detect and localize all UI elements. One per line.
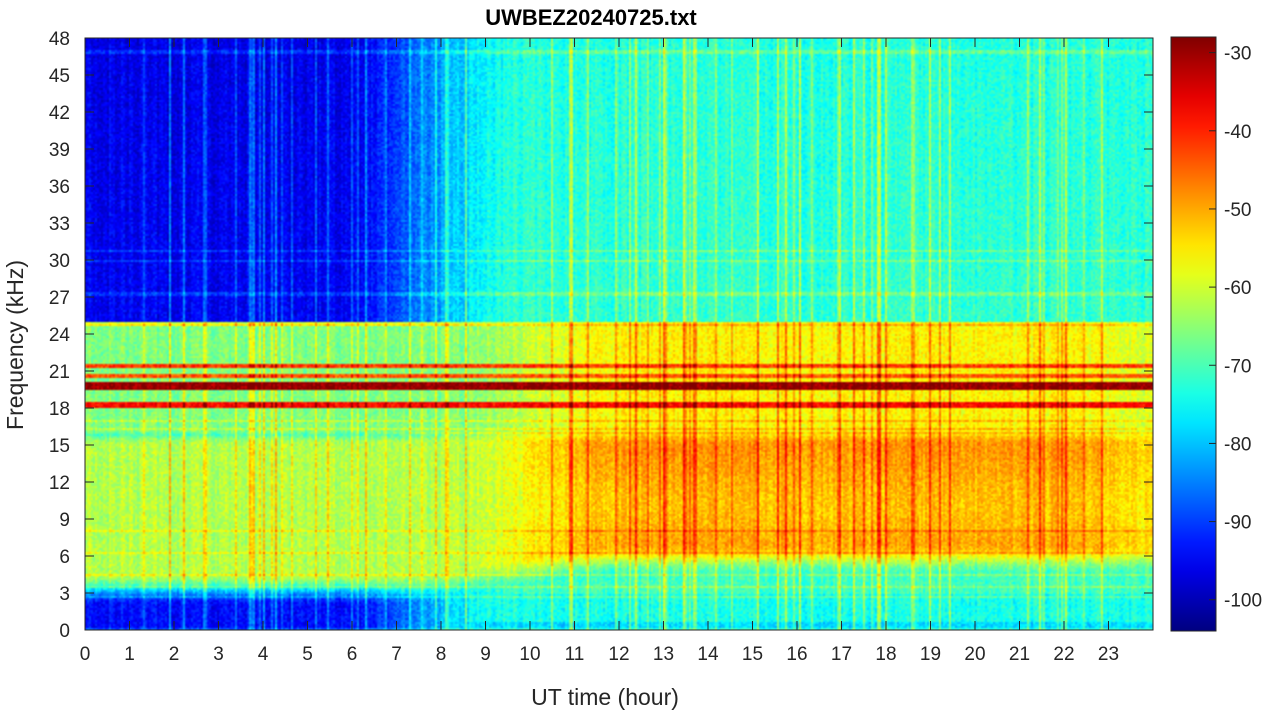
colorbar: -30 -40 -50 -60 -70 -80 -90 -100 [1170, 36, 1262, 632]
x-tick-label: 7 [391, 644, 402, 665]
colorbar-tick-label: -60 [1224, 278, 1251, 299]
y-tick-label: 24 [49, 325, 71, 346]
x-tick-label: 14 [697, 644, 719, 665]
x-tick-label: 17 [831, 644, 852, 665]
x-tick-label: 6 [347, 644, 358, 665]
x-tick-label: 11 [565, 644, 585, 665]
x-tick-label: 1 [124, 644, 135, 665]
colorbar-tick-label: -70 [1224, 356, 1251, 377]
x-tick-label: 22 [1053, 644, 1074, 665]
x-axis-label: UT time (hour) [531, 684, 679, 710]
x-tick-label: 0 [80, 644, 91, 665]
colorbar-tick-label: -100 [1224, 591, 1262, 612]
y-axis-label: Frequency (kHz) [2, 260, 28, 430]
x-tick-label: 23 [1098, 644, 1119, 665]
x-tick-label: 13 [653, 644, 674, 665]
x-tick-label: 5 [302, 644, 313, 665]
y-tick-label: 42 [49, 103, 70, 124]
y-tick-label: 3 [59, 584, 70, 605]
x-tick-label: 10 [519, 644, 540, 665]
x-tick-label: 15 [742, 644, 763, 665]
x-tick-label: 9 [480, 644, 491, 665]
y-tick-label: 9 [59, 510, 70, 531]
x-tick-label: 19 [920, 644, 941, 665]
x-tick-label: 21 [1009, 644, 1030, 665]
plot-area [85, 38, 1153, 630]
y-tick-label: 27 [49, 288, 70, 309]
y-tick-label: 30 [49, 251, 70, 272]
y-tick-label: 21 [49, 362, 70, 383]
x-tick-label: 18 [875, 644, 896, 665]
x-tick-label: 8 [436, 644, 447, 665]
colorbar-scale [1170, 36, 1217, 632]
x-tick-label: 2 [169, 644, 180, 665]
y-tick-label: 48 [49, 29, 70, 50]
x-tick-label: 3 [213, 644, 224, 665]
y-tick-label: 36 [49, 177, 70, 198]
x-tick-label: 4 [258, 644, 269, 665]
y-tick-label: 39 [49, 140, 70, 161]
y-tick-label: 0 [59, 621, 70, 642]
y-tick-label: 12 [49, 473, 70, 494]
colorbar-tick-label: -40 [1224, 122, 1251, 143]
y-tick-label: 6 [59, 547, 70, 568]
spectrogram-heatmap [85, 38, 1153, 630]
x-tick-label: 16 [786, 644, 807, 665]
chart-title: UWBEZ20240725.txt [485, 5, 697, 30]
y-tick-label: 18 [49, 399, 70, 420]
colorbar-tick-label: -80 [1224, 434, 1251, 455]
y-tick-label: 45 [49, 66, 70, 87]
y-tick-label: 33 [49, 214, 70, 235]
colorbar-tick-label: -30 [1224, 44, 1251, 65]
colorbar-tick-label: -90 [1224, 513, 1251, 534]
x-tick-label: 12 [608, 644, 629, 665]
colorbar-tick-label: -50 [1224, 200, 1251, 221]
axes: 0 1 2 3 4 5 6 7 8 9 10 11 12 13 14 15 16 17 18 19 20 21 22 2303… [49, 29, 1154, 665]
y-tick-label: 15 [49, 436, 70, 457]
x-tick-label: 20 [964, 644, 985, 665]
